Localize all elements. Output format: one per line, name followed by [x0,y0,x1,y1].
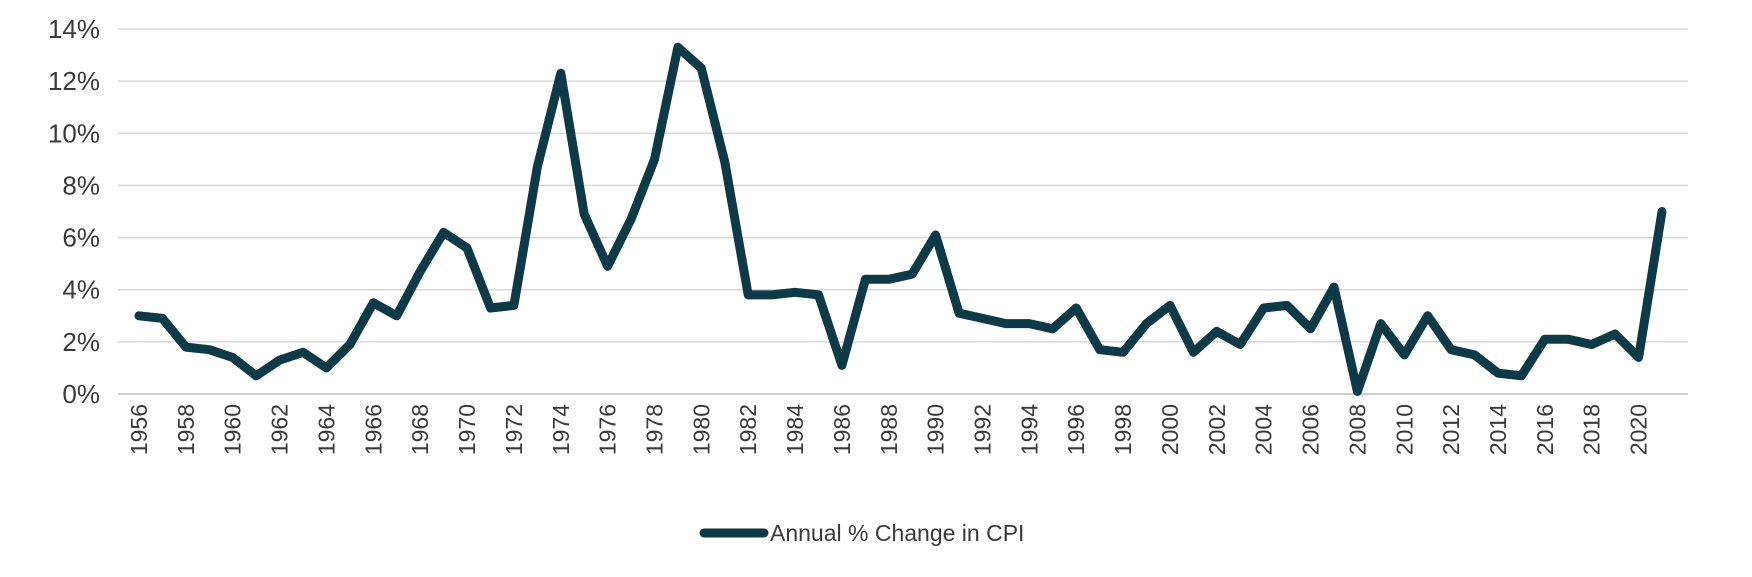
x-tick-label: 2016 [1532,404,1558,455]
x-axis-ticks: 1956 1958 1960 1962 1964 1966 1968 1970 1972 1974… [126,404,1652,455]
x-tick-label: 2014 [1485,404,1511,455]
series-line [134,42,1667,396]
x-tick-label: 2012 [1438,404,1464,455]
x-tick-label: 1992 [970,404,996,455]
x-tick-label: 2010 [1391,404,1417,455]
x-tick-label: 2004 [1251,404,1277,455]
y-tick-label: 4% [62,275,100,305]
x-tick-label: 1956 [126,404,152,455]
y-tick-label: 2% [62,327,100,357]
x-tick-label: 1964 [313,404,339,455]
legend: Annual % Change in CPI [699,520,1024,546]
x-tick-label: 1968 [407,404,433,455]
y-tick-label: 0% [62,379,100,409]
x-tick-label: 1978 [641,404,667,455]
x-tick-label: 1986 [829,404,855,455]
x-tick-label: 2008 [1344,404,1370,455]
x-tick-label: 2020 [1626,404,1652,455]
x-tick-label: 1976 [595,404,621,455]
y-tick-label: 14% [48,14,100,44]
x-tick-label: 2006 [1298,404,1324,455]
x-tick-label: 1996 [1063,404,1089,455]
y-axis-ticks: 0% 2% 4% 6% 8% 10% 12% 14% [48,14,100,409]
y-tick-label: 10% [48,118,100,148]
x-tick-label: 1982 [735,404,761,455]
x-tick-label: 1990 [923,404,949,455]
gridlines [118,28,1688,395]
x-tick-label: 1970 [454,404,480,455]
x-tick-label: 1998 [1110,404,1136,455]
x-tick-label: 1972 [501,404,527,455]
x-tick-label: 1958 [173,404,199,455]
x-tick-label: 1980 [688,404,714,455]
x-tick-label: 1988 [876,404,902,455]
x-tick-label: 1994 [1016,404,1042,455]
x-tick-label: 1984 [782,404,808,455]
series-layer [134,42,1667,396]
legend-label: Annual % Change in CPI [770,520,1024,546]
y-tick-label: 6% [62,223,100,253]
x-tick-label: 2002 [1204,404,1230,455]
x-tick-label: 1966 [360,404,386,455]
y-tick-label: 8% [62,170,100,200]
x-tick-label: 2018 [1579,404,1605,455]
x-tick-label: 1960 [220,404,246,455]
x-tick-label: 1974 [548,404,574,455]
x-tick-label: 1962 [267,404,293,455]
y-tick-label: 12% [48,66,100,96]
x-tick-label: 2000 [1157,404,1183,455]
